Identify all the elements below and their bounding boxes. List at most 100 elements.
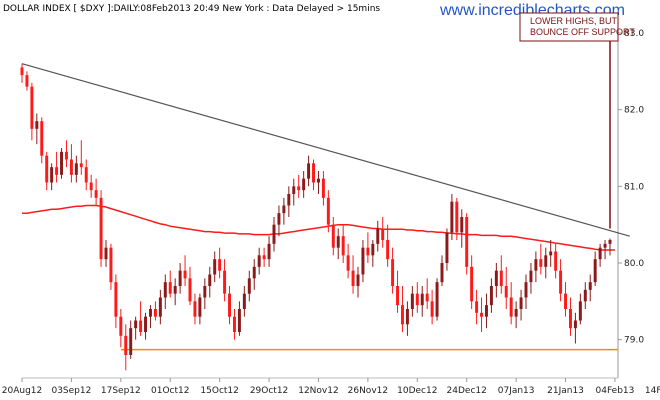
candle-body: [583, 289, 587, 302]
candle-body: [74, 163, 78, 175]
candle-body: [440, 263, 444, 283]
candle-body: [223, 270, 227, 294]
candle-body: [208, 274, 212, 286]
candle-body: [25, 75, 29, 87]
candle-body: [415, 293, 419, 306]
candle-body: [588, 282, 592, 290]
candle-body: [450, 201, 454, 233]
candle-body: [20, 67, 24, 76]
chart-title: DOLLAR INDEX [ $DXY ]:DAILY:08Feb2013 20…: [3, 4, 380, 14]
candle-body: [173, 286, 177, 294]
y-tick-label: 81.0: [624, 182, 644, 192]
candle-body: [391, 259, 395, 286]
y-tick-label: 79.0: [624, 336, 644, 346]
x-tick-label: 10Dec12: [397, 386, 437, 396]
candle-body: [430, 301, 434, 317]
candle-body: [475, 301, 479, 313]
candle-body: [489, 286, 493, 306]
candle-body: [381, 228, 385, 240]
candle-body: [455, 201, 459, 233]
candle-body: [252, 266, 256, 279]
candle-body: [237, 309, 241, 332]
candle-body: [262, 255, 266, 260]
x-tick-label: 01Oct12: [151, 386, 189, 396]
candle-body: [554, 251, 558, 271]
y-tick-label: 80.0: [624, 259, 644, 269]
x-tick-label: 12Nov12: [298, 386, 338, 396]
candle-body: [480, 312, 484, 317]
candle-body: [460, 217, 464, 233]
candle-body: [35, 121, 39, 129]
candle-body: [163, 282, 167, 298]
x-tick-label: 04Feb13: [596, 386, 635, 396]
candle-body: [435, 282, 439, 317]
candle-body: [351, 270, 355, 286]
candle-body: [129, 328, 133, 355]
candle-body: [94, 190, 98, 198]
candle-body: [203, 286, 207, 298]
candle-body: [257, 255, 261, 267]
candle-body: [420, 293, 424, 306]
candle-body: [578, 301, 582, 321]
candle-body: [267, 243, 271, 260]
candle-body: [593, 259, 597, 283]
candle-body: [534, 259, 538, 271]
candle-body: [410, 293, 414, 309]
x-tick-label: 24Dec12: [447, 386, 487, 396]
candle-body: [228, 293, 232, 317]
candle-body: [445, 232, 449, 263]
candle-body: [148, 309, 152, 317]
candle-body: [396, 286, 400, 306]
candle-body: [168, 282, 172, 294]
candle-body: [158, 297, 162, 317]
candle-body: [282, 205, 286, 214]
moving-average-line: [22, 204, 615, 251]
candle-body: [514, 309, 518, 317]
candle-body: [114, 282, 118, 317]
candle-body: [484, 305, 488, 317]
candle-body: [494, 270, 498, 286]
candle-body: [232, 316, 236, 332]
candle-body: [504, 286, 508, 298]
candle-body: [84, 167, 88, 183]
candle-body: [277, 213, 281, 225]
candle-body: [341, 236, 345, 256]
candle-body: [524, 282, 528, 298]
candle-body: [331, 224, 335, 248]
candle-body: [499, 270, 503, 286]
candle-body: [30, 86, 34, 129]
resistance-trendline: [21, 63, 630, 237]
candle-body: [79, 163, 83, 168]
candle-body: [40, 121, 44, 156]
y-tick-label: 83.0: [624, 29, 644, 39]
candle-body: [598, 247, 602, 260]
candle-body: [178, 270, 182, 286]
candle-body: [60, 151, 64, 175]
candle-body: [302, 178, 306, 191]
moving-average-group: [22, 204, 615, 251]
candle-body: [539, 259, 543, 267]
x-tick-label: 14Feb13: [645, 386, 660, 396]
annotation-text: LOWER HIGHS, BUT: [530, 16, 618, 26]
candle-body: [312, 163, 316, 183]
candle-body: [50, 167, 54, 183]
x-tick-label: 20Aug12: [2, 386, 42, 396]
candle-body: [218, 259, 222, 271]
x-tick-group: 20Aug12 03Sep12 17Sep12 01Oct12 15Oct12 29Oct…: [2, 378, 660, 396]
candle-body: [400, 305, 404, 325]
candle-body: [188, 278, 192, 302]
candle-body: [326, 197, 330, 225]
candle-body: [544, 255, 548, 267]
candle-body: [297, 186, 301, 191]
candle-body: [316, 178, 320, 183]
candle-body: [549, 251, 553, 256]
candle-body: [89, 182, 93, 191]
candle-body: [465, 217, 469, 267]
annotation-text: BOUNCE OFF SUPPORT: [530, 27, 635, 37]
x-tick-label: 26Nov12: [348, 386, 388, 396]
candle-body: [119, 316, 123, 336]
candle-body: [425, 293, 429, 302]
candle-body: [371, 243, 375, 256]
